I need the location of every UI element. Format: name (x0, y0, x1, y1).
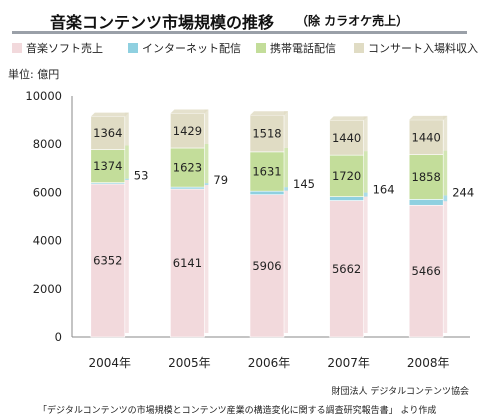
bar-segment-side (284, 111, 288, 148)
legend-swatch (256, 43, 266, 53)
legend-swatch (12, 43, 22, 53)
data-label: 79 (213, 173, 228, 187)
bar-segment-side (124, 145, 129, 179)
legend-swatch (354, 43, 364, 53)
unit-label: 単位: 億円 (8, 68, 60, 81)
x-tick-label: 2006年 (248, 356, 291, 370)
data-label: 5906 (252, 259, 281, 273)
bar-segment (408, 154, 444, 200)
bar-segment (170, 113, 205, 149)
x-tick-label: 2005年 (168, 356, 211, 370)
source-organization: 財団法人 デジタルコンテンツ協会 (331, 387, 469, 397)
data-label: 244 (452, 185, 474, 199)
bar-top-face (409, 115, 448, 120)
y-tick-label: 10000 (25, 89, 62, 103)
data-label: 1518 (252, 127, 281, 141)
bar-segment-side (443, 115, 448, 151)
bar-segment-side (363, 116, 368, 152)
data-label: 6352 (93, 253, 122, 267)
legend-label: 音楽ソフト売上 (26, 42, 103, 55)
legend-swatch (128, 43, 138, 53)
bar-segment-side (363, 192, 368, 197)
bar-segment (249, 114, 285, 153)
bar-segment (90, 149, 126, 183)
bar-segment-side (443, 201, 448, 333)
bar-segment (90, 183, 126, 338)
data-label: 5466 (412, 264, 441, 278)
bar-segment-side (124, 112, 129, 146)
bar-segment (170, 188, 205, 338)
title-bar: 音楽コンテンツ市場規模の推移 （除 カラオケ売上） (12, 6, 467, 34)
data-label: 1858 (412, 170, 441, 184)
data-label: 1374 (93, 159, 122, 173)
legend: 音楽ソフト売上 インターネット配信 携帯電話配信 コンサート入場料収入 (8, 40, 478, 58)
bar-segment-side (284, 190, 288, 333)
bar-segment-side (443, 195, 448, 202)
data-label: 1429 (173, 124, 202, 138)
chart-subtitle: （除 カラオケ売上） (296, 14, 409, 28)
chart-title: 音楽コンテンツ市場規模の推移 (50, 13, 275, 32)
bar-segment-side (284, 187, 288, 191)
bar-segment (90, 116, 126, 150)
bar-segment-side (443, 150, 448, 196)
data-label: 145 (293, 177, 315, 191)
bar-top-face (90, 112, 129, 117)
legend-label: 携帯電話配信 (270, 42, 336, 55)
data-label: 53 (134, 169, 149, 183)
bar-segment (249, 151, 285, 192)
data-label: 1623 (173, 161, 202, 175)
bar-segment-side (204, 185, 209, 333)
y-tick-label: 0 (55, 330, 62, 344)
bar-segment (170, 147, 205, 188)
legend-label: コンサート入場料収入 (368, 42, 478, 55)
bar-segment (329, 200, 364, 338)
y-tick-label: 6000 (33, 185, 62, 199)
legend-item-mobile: 携帯電話配信 (256, 40, 336, 56)
y-tick-label: 8000 (33, 137, 62, 151)
x-tick-label: 2004年 (89, 356, 132, 370)
data-label: 1364 (93, 126, 122, 140)
y-tick-label: 2000 (33, 282, 62, 296)
bar-segment (249, 190, 285, 195)
bar-segment-side (124, 179, 129, 333)
data-label: 1440 (332, 131, 361, 145)
bar-segment (408, 199, 444, 206)
bar-segment-side (204, 183, 209, 186)
legend-item-concert: コンサート入場料収入 (354, 40, 478, 56)
bar-segment-side (363, 196, 368, 333)
bar-segment-side (284, 147, 288, 188)
bar-segment (329, 196, 364, 201)
bar-segment-side (124, 178, 129, 180)
data-label: 6141 (173, 256, 202, 270)
bar-top-face (329, 116, 368, 121)
legend-label: インターネット配信 (142, 42, 241, 55)
bar-segment (329, 154, 364, 197)
bar-segment (249, 194, 285, 338)
legend-item-internet: インターネット配信 (128, 40, 241, 56)
data-label: 1720 (332, 169, 361, 183)
legend-item-music-software: 音楽ソフト売上 (12, 40, 103, 56)
bar-segment-side (363, 151, 368, 193)
x-tick-label: 2007年 (327, 356, 370, 370)
bar-segment-side (204, 109, 209, 144)
data-label: 5662 (332, 262, 361, 276)
source-report: 「デジタルコンテンツの市場規模とコンテンツ産業の構造変化に関する調査研究報告書」… (38, 406, 437, 416)
data-label: 1631 (252, 165, 281, 179)
data-label: 1440 (412, 130, 441, 144)
bar-segment-side (204, 143, 209, 184)
x-tick-label: 2008年 (407, 356, 450, 370)
bar-top-face (170, 109, 209, 114)
y-tick-label: 4000 (33, 234, 62, 248)
data-label: 164 (373, 183, 395, 197)
bar-top-face (250, 111, 288, 116)
bar-segment (408, 119, 444, 155)
